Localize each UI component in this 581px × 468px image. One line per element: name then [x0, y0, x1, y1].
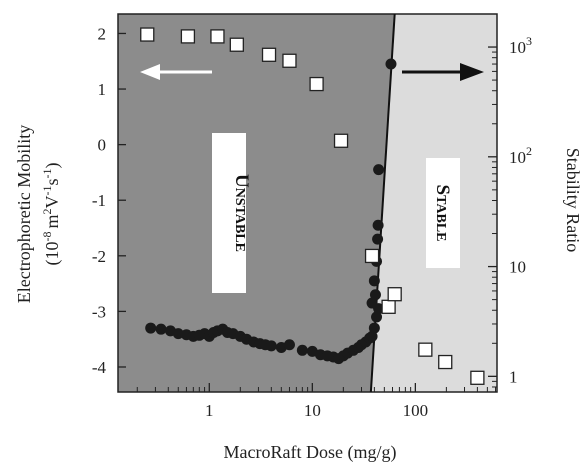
x-tick-label: 10: [304, 401, 321, 420]
unstable-label: UNSTABLE: [231, 174, 252, 252]
stability-ratio-point: [229, 37, 244, 52]
left-axis-title-line2: (10-8m2V-1s-1): [40, 162, 63, 265]
y-left-tick-label: -3: [92, 302, 106, 321]
mobility-point: [296, 344, 308, 356]
stability-ratio-point: [438, 354, 453, 370]
stability-ratio-point: [282, 53, 297, 68]
arrows-layer: [140, 63, 484, 81]
stability-ratio-point: [140, 27, 155, 42]
mobility-point: [385, 58, 397, 70]
x-axis-title: MacroRaft Dose (mg/g): [224, 442, 397, 463]
mobility-series: [145, 58, 397, 365]
stability-ratio-point: [180, 29, 196, 44]
mobility-point: [283, 339, 295, 351]
stability-ratio-point: [210, 29, 225, 44]
mobility-point: [371, 311, 383, 323]
x-tick-label: 1: [205, 401, 214, 420]
y-right-tick-label: 102: [509, 144, 532, 167]
mobility-point: [172, 328, 184, 340]
mobility-point: [369, 289, 381, 301]
y-right-tick-label: 1: [509, 367, 518, 386]
y-left-tick-label: 1: [98, 80, 107, 99]
y-left-tick-label: 0: [98, 136, 107, 155]
stable-label: STABLE: [432, 184, 453, 241]
y-right-tick-label: 103: [509, 34, 532, 57]
right-arrow-head: [460, 63, 484, 81]
stability-ratio-point: [381, 299, 396, 314]
unstable-label-box: UNSTABLE: [212, 133, 252, 293]
y-left-tick-label: -1: [92, 191, 106, 210]
stability-ratio-point: [470, 370, 485, 385]
mobility-point: [366, 330, 378, 342]
right-axis-title: Stability Ratio: [563, 148, 581, 253]
region-unstable: [118, 14, 395, 392]
stability-ratio-series: [140, 27, 485, 385]
left-arrow-head: [140, 64, 160, 80]
stability-ratio-point: [387, 287, 402, 302]
y-right-tick-label: 10: [509, 258, 526, 277]
stability-ratio-point: [333, 133, 349, 148]
mobility-point: [155, 323, 167, 335]
mobility-point: [145, 322, 157, 334]
stability-ratio-point: [309, 76, 324, 92]
stability-ratio-point: [418, 342, 433, 357]
mobility-point: [368, 275, 380, 287]
y-left-tick-label: -2: [92, 247, 106, 266]
mobility-point: [366, 297, 378, 309]
stability-ratio-point: [364, 248, 380, 264]
y-left-tick-label: 2: [98, 24, 107, 43]
stable-label-box: STABLE: [426, 158, 460, 268]
y-left-tick-label: -4: [92, 358, 107, 377]
mobility-point: [265, 340, 277, 352]
left-axis-title-line1: Electrophoretic Mobility: [14, 125, 34, 303]
stability-ratio-point: [261, 47, 277, 62]
mobility-point: [368, 322, 380, 334]
mobility-point: [373, 164, 385, 176]
mobility-point: [372, 219, 384, 231]
x-tick-label: 100: [403, 401, 429, 420]
mobility-point: [372, 233, 384, 245]
